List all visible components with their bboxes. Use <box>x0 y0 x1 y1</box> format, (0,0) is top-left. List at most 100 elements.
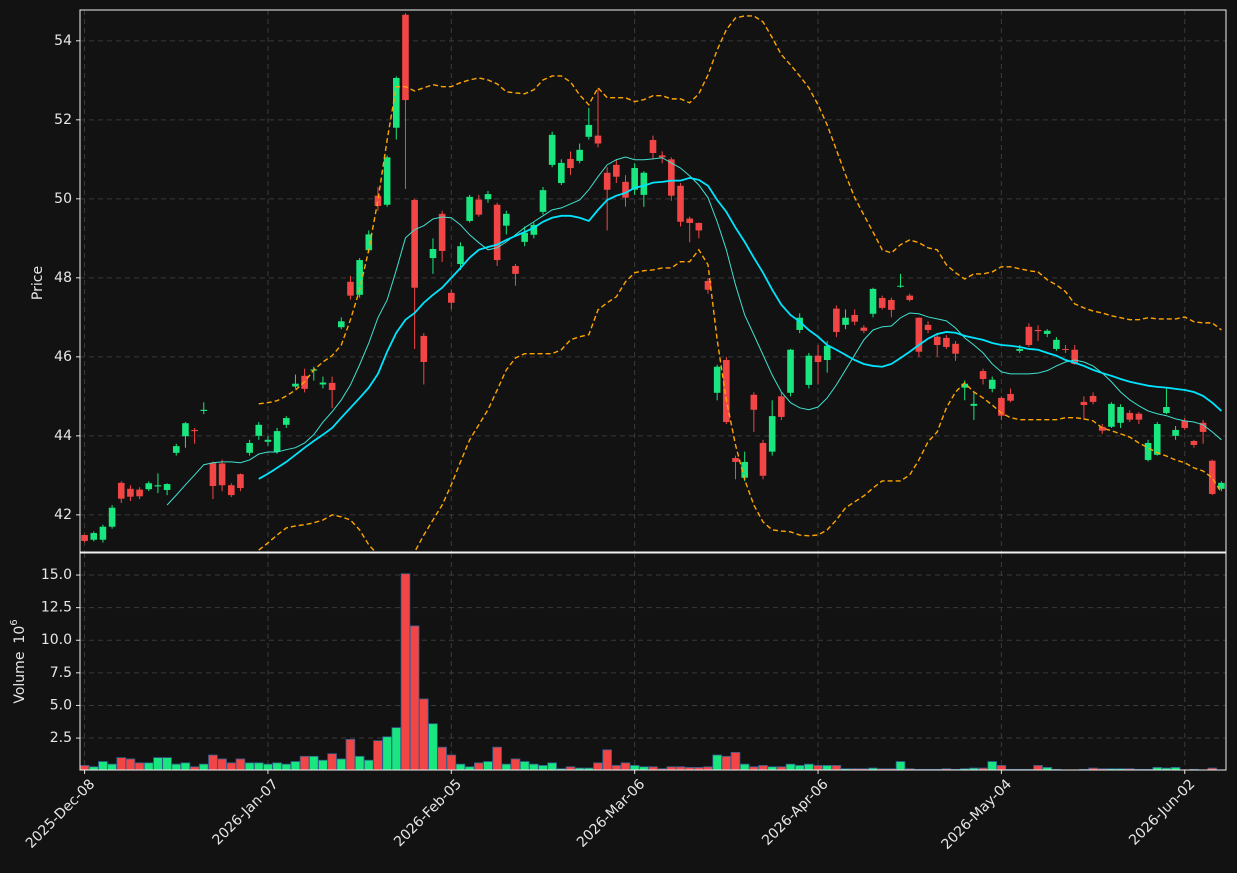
candle-body <box>1153 424 1161 455</box>
volume-bar <box>162 757 172 770</box>
y-tick-label: 52 <box>54 112 72 128</box>
candle-body <box>475 199 483 215</box>
volume-bar <box>547 762 557 770</box>
volume-bar <box>1042 766 1053 770</box>
candle-body <box>658 155 666 158</box>
candle-body <box>1016 348 1024 351</box>
volume-bar <box>336 758 347 770</box>
candle-body <box>117 482 125 499</box>
volume-bar <box>611 765 622 770</box>
candle-body <box>860 327 868 331</box>
candle-body <box>640 172 648 195</box>
y-axis-label: Price <box>30 266 46 300</box>
candle-body <box>1172 429 1179 436</box>
candle-body <box>264 439 272 442</box>
candle-body <box>237 474 244 489</box>
candle-body <box>1025 326 1033 345</box>
candle-body <box>594 135 602 144</box>
volume-bar <box>363 759 374 770</box>
candle-body <box>1062 348 1069 350</box>
candle-body <box>998 397 1005 416</box>
y-tick-label: 42 <box>54 507 72 523</box>
candle-body <box>823 345 831 361</box>
volume-bar <box>822 765 832 770</box>
volume-bar <box>244 762 255 770</box>
volume-bar <box>418 698 429 770</box>
candle-body <box>145 483 153 490</box>
candle-body <box>1135 413 1143 420</box>
candle-body <box>842 317 849 325</box>
candle-body <box>723 360 730 423</box>
candle-body <box>246 442 253 453</box>
candle-body <box>603 172 611 190</box>
candle-body <box>493 204 501 261</box>
candle-body <box>585 124 593 137</box>
candle-body <box>988 379 996 389</box>
candle-body <box>713 366 721 393</box>
candle-body <box>273 431 281 452</box>
candle-body <box>741 461 748 478</box>
candle-body <box>1208 460 1216 494</box>
candle-body <box>668 159 675 196</box>
candle-body <box>695 222 703 231</box>
candle-body <box>457 246 464 265</box>
candle-body <box>319 382 327 385</box>
indicator-line <box>258 248 1223 552</box>
volume-bar <box>318 759 328 770</box>
volume-bar <box>620 762 631 770</box>
y-tick-label: 10.0 <box>41 632 72 648</box>
candle-body <box>970 403 978 406</box>
candle-body <box>1199 422 1207 432</box>
volume-bar <box>538 765 548 770</box>
volume-bar <box>217 758 227 770</box>
y-axis-label-text: Volume <box>12 652 28 704</box>
volume-bar <box>895 761 906 770</box>
y-tick-label: 48 <box>54 270 72 286</box>
volume-bar <box>739 763 750 770</box>
volume-bar <box>428 723 438 770</box>
plot-area <box>80 573 1218 770</box>
candle-body <box>99 526 107 540</box>
volume-bar <box>987 761 998 770</box>
volume-bar <box>263 763 273 770</box>
candle-body <box>337 321 345 328</box>
volume-bar <box>721 755 732 770</box>
volume-bar <box>758 765 768 770</box>
volume-bar <box>299 755 310 770</box>
indicator-line <box>258 176 1223 480</box>
candle-body <box>878 297 886 308</box>
volume-bar <box>290 761 301 770</box>
volume-bar <box>125 758 136 770</box>
y-axis-label: Volume 106 <box>9 619 28 703</box>
candle-body <box>521 232 528 242</box>
candle-body <box>383 157 391 205</box>
volume-bar <box>455 763 466 770</box>
volume-bar <box>804 763 814 770</box>
candle-body <box>567 158 574 169</box>
volume-bar <box>629 765 640 770</box>
y-tick-label: 46 <box>54 349 72 365</box>
candle-body <box>897 285 904 287</box>
candle-body <box>979 371 987 379</box>
candle-body <box>530 224 538 235</box>
candle-body <box>778 396 785 417</box>
volume-bar <box>153 757 163 770</box>
volume-bar <box>1207 767 1218 770</box>
volume-bar <box>437 746 447 770</box>
candle-body <box>649 139 657 154</box>
candle-body <box>548 134 556 165</box>
volume-bar <box>510 758 521 770</box>
candle-body <box>154 485 162 487</box>
candle-body <box>750 394 758 410</box>
volume-bar <box>730 751 741 770</box>
candle-body <box>558 162 565 184</box>
axes-frame <box>79 552 1227 771</box>
candle-body <box>1190 440 1198 445</box>
y-offset-base: 10 <box>12 626 28 644</box>
volume-bar <box>253 762 264 770</box>
candle-body <box>1098 426 1106 431</box>
candle-body <box>869 288 877 314</box>
volume-bar <box>107 763 117 770</box>
candle-body <box>677 185 684 222</box>
volume-bar <box>134 762 145 770</box>
